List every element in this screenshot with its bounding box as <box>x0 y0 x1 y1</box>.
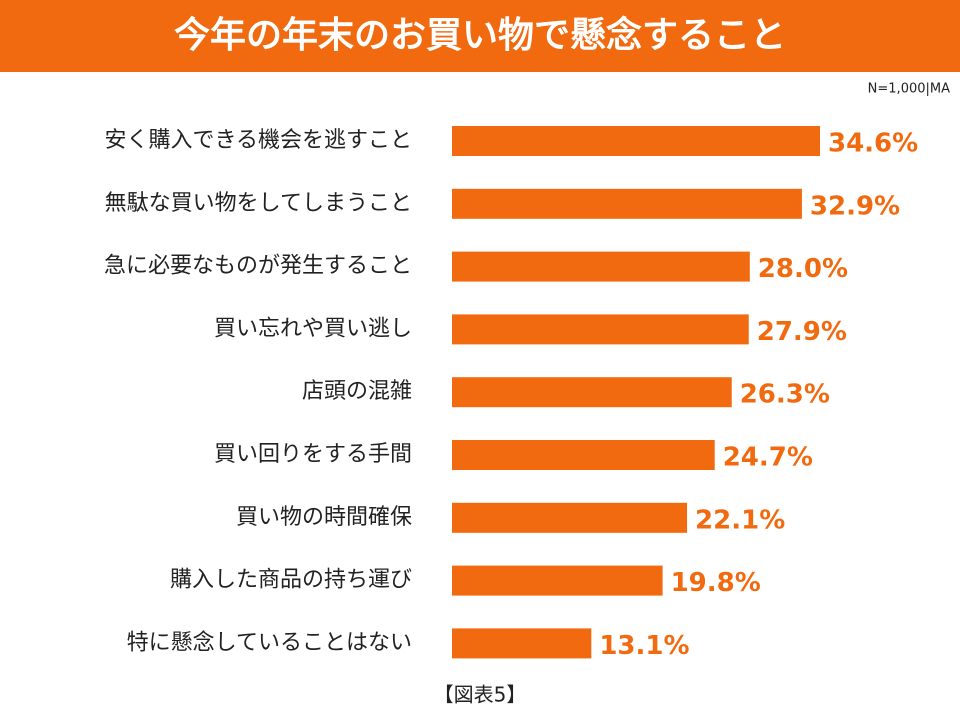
figure-caption: 【図表5】 <box>434 683 527 707</box>
bar <box>452 377 732 408</box>
value-label: 27.9% <box>757 317 847 347</box>
bar <box>452 251 750 282</box>
category-label: 急に必要なものが発生すること <box>104 254 412 279</box>
category-label: 無駄な買い物をしてしまうこと <box>105 191 412 216</box>
bar <box>452 502 688 533</box>
chart-title: 今年の年末のお買い物で懸念すること <box>174 14 786 56</box>
category-label: 安く購入できる機会を逃すこと <box>104 128 412 153</box>
bar <box>452 126 820 156</box>
value-label: 34.6% <box>828 129 918 159</box>
bar <box>452 628 592 659</box>
value-label: 13.1% <box>599 631 689 661</box>
value-label: 28.0% <box>758 254 848 284</box>
category-label: 店頭の混雑 <box>302 379 412 404</box>
category-label: 買い回りをする手間 <box>214 442 412 467</box>
value-label: 19.8% <box>671 568 761 598</box>
sample-note: N=1,000|MA <box>868 82 950 97</box>
bar <box>452 440 715 470</box>
category-label: 購入した商品の持ち運び <box>170 568 412 593</box>
title-banner <box>0 0 960 72</box>
value-label: 22.1% <box>695 505 785 535</box>
bar <box>452 314 749 345</box>
value-label: 24.7% <box>723 443 813 473</box>
value-label: 26.3% <box>740 380 830 410</box>
value-label: 32.9% <box>810 191 900 221</box>
bar <box>452 565 663 596</box>
category-label: 特に懸念していることはない <box>127 630 412 655</box>
category-label: 買い物の時間確保 <box>236 505 412 530</box>
bar <box>452 188 802 219</box>
category-label: 買い忘れや買い逃し <box>214 316 412 341</box>
